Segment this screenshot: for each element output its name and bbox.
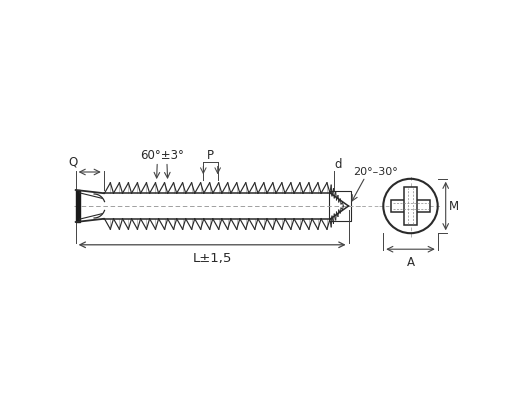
Text: 20°–30°: 20°–30° xyxy=(353,167,398,177)
Text: 60°±3°: 60°±3° xyxy=(141,148,185,162)
Text: A: A xyxy=(406,256,415,270)
Text: M: M xyxy=(449,200,459,212)
Text: d: d xyxy=(334,158,342,171)
Text: Q: Q xyxy=(69,156,78,169)
Polygon shape xyxy=(76,190,80,222)
Polygon shape xyxy=(404,187,417,225)
Text: P: P xyxy=(207,148,214,162)
Polygon shape xyxy=(391,200,430,212)
Text: L±1,5: L±1,5 xyxy=(192,252,232,265)
